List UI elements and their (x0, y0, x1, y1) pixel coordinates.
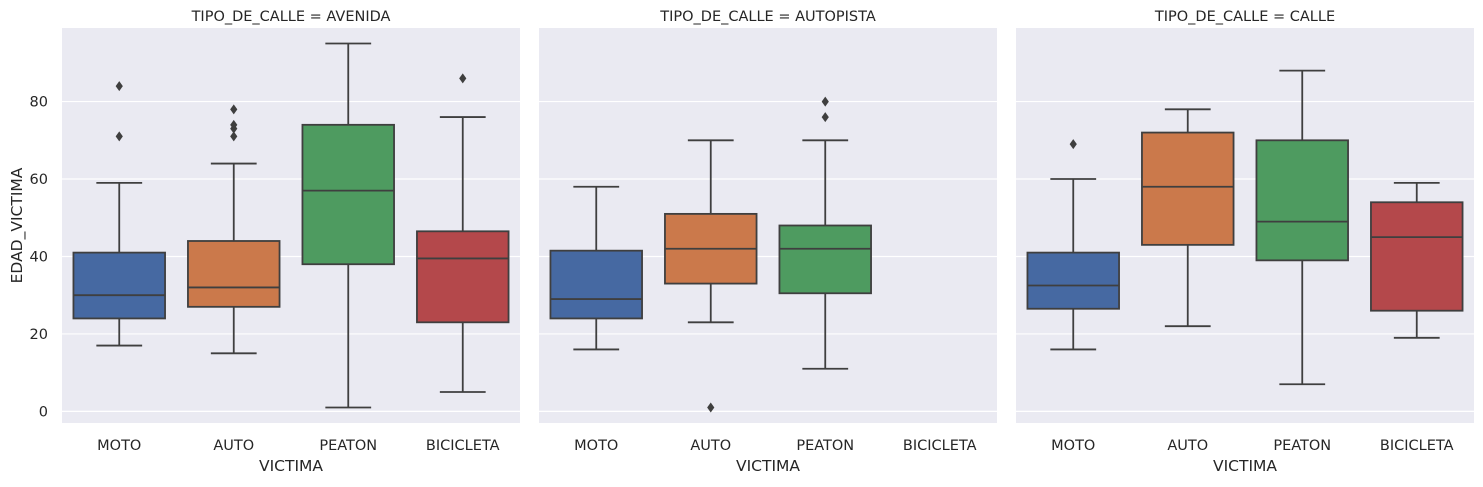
y-tick-label: 80 (30, 95, 48, 111)
panel-background (62, 28, 520, 423)
x-tick-label: AUTO (690, 438, 731, 454)
x-tick-label: BICICLETA (1380, 438, 1454, 454)
box-iqr (1141, 131, 1235, 246)
x-tick-label: MOTO (97, 438, 141, 454)
box-iqr (1026, 251, 1120, 310)
box-iqr (72, 251, 166, 320)
panel-title: TIPO_DE_CALLE = AVENIDA (191, 9, 391, 25)
panel-title: TIPO_DE_CALLE = CALLE (1154, 9, 1335, 25)
panel-background (539, 28, 997, 423)
y-tick-label: 40 (30, 249, 48, 265)
y-tick-label: 0 (39, 404, 48, 420)
outlier-point (1069, 139, 1077, 150)
box-iqr (549, 249, 643, 320)
outlier-point (821, 112, 829, 123)
x-axis-label: VICTIMA (736, 457, 800, 475)
box-iqr (1370, 201, 1464, 312)
outlier-point (230, 131, 238, 142)
box-iqr (416, 230, 510, 324)
outlier-point (115, 131, 123, 142)
box-iqr (187, 240, 281, 308)
outlier-point (821, 96, 829, 107)
y-tick-label: 60 (30, 172, 48, 188)
panel-title: TIPO_DE_CALLE = AUTOPISTA (659, 9, 876, 25)
x-tick-label: MOTO (574, 438, 618, 454)
box-iqr (301, 123, 395, 266)
outlier-point (230, 104, 238, 115)
x-axis-label: VICTIMA (1213, 457, 1277, 475)
x-tick-label: PEATON (796, 438, 854, 454)
x-tick-label: AUTO (213, 438, 254, 454)
outlier-point (230, 119, 238, 130)
x-tick-label: MOTO (1051, 438, 1095, 454)
y-tick-label: 20 (30, 327, 48, 343)
outlier-point (115, 81, 123, 92)
y-axis-label: EDAD_VICTIMA (8, 167, 27, 283)
x-tick-label: PEATON (319, 438, 377, 454)
box-iqr (778, 224, 872, 295)
outlier-point (459, 73, 467, 84)
outlier-point (707, 402, 715, 413)
x-tick-label: PEATON (1273, 438, 1331, 454)
x-tick-label: BICICLETA (903, 438, 977, 454)
x-tick-label: AUTO (1167, 438, 1208, 454)
box-iqr (1255, 139, 1349, 262)
x-tick-label: BICICLETA (426, 438, 500, 454)
x-axis-label: VICTIMA (259, 457, 323, 475)
